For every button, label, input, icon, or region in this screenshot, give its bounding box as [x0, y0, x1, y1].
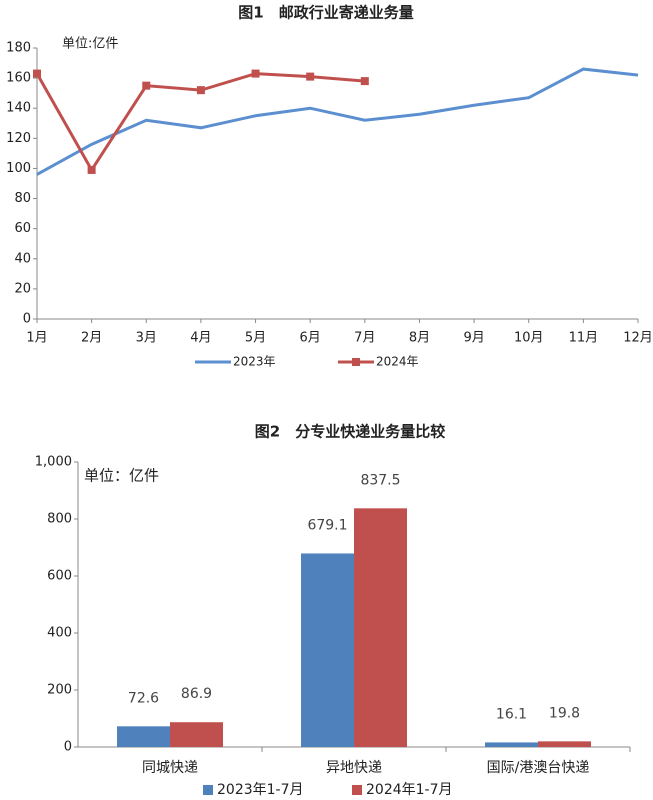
x-tick-label: 10月 [514, 331, 544, 346]
y-tick-label: 20 [14, 281, 31, 296]
value-label: 72.6 [128, 690, 159, 706]
y-tick-label: 100 [6, 161, 31, 176]
legend-label: 2024年 [376, 355, 419, 369]
series-line [36, 67, 639, 176]
point-marker [360, 77, 369, 86]
legend-label: 2023年1-7月 [217, 782, 304, 798]
x-tick-label: 5月 [245, 331, 266, 346]
chart-title: 图2 分专业快递业务量比较 [255, 423, 445, 441]
y-tick-label: 180 [6, 41, 31, 56]
bar [354, 508, 407, 747]
y-tick-label: 160 [6, 71, 31, 86]
bar [117, 726, 170, 747]
bar [170, 722, 223, 747]
point-marker [142, 81, 151, 90]
y-tick-label: 140 [6, 101, 31, 116]
y-tick-label: 200 [47, 683, 72, 698]
x-tick-label: 3月 [136, 331, 157, 346]
point-marker [196, 86, 205, 95]
point-marker [251, 69, 260, 78]
x-tick-label: 4月 [190, 331, 211, 346]
value-label: 16.1 [496, 706, 527, 722]
unit-annotation: 单位:亿件 [62, 37, 118, 52]
bar [538, 741, 591, 747]
x-tick-label: 国际/港澳台快递 [487, 760, 590, 776]
x-tick-label: 9月 [463, 331, 484, 346]
x-tick-label: 1月 [26, 331, 47, 346]
value-label: 19.8 [549, 705, 580, 721]
x-tick-label: 异地快递 [326, 760, 382, 776]
x-tick-label: 11月 [569, 331, 599, 346]
point-marker [306, 72, 315, 81]
value-label: 86.9 [181, 686, 212, 702]
y-tick-label: 800 [47, 512, 72, 527]
y-tick-label: 600 [47, 569, 72, 584]
x-tick-label: 6月 [300, 331, 321, 346]
legend-label: 2023年 [233, 355, 276, 369]
y-tick-label: 80 [14, 191, 31, 206]
legend-swatch [352, 785, 362, 795]
y-tick-label: 1,000 [35, 455, 72, 470]
y-tick-label: 60 [14, 221, 31, 236]
y-tick-label: 120 [6, 131, 31, 146]
x-tick-label: 2月 [81, 331, 102, 346]
legend-marker [352, 358, 360, 366]
chart-title: 图1 邮政行业寄递业务量 [238, 4, 413, 22]
point-marker [33, 69, 41, 78]
legend-label: 2024年1-7月 [366, 782, 453, 798]
bar [485, 742, 538, 747]
x-tick-label: 8月 [409, 331, 430, 346]
y-tick-label: 400 [47, 626, 72, 641]
x-tick-label: 同城快递 [142, 760, 198, 776]
x-tick-label: 7月 [354, 331, 375, 346]
legend-swatch [203, 785, 213, 795]
bar [301, 553, 354, 747]
x-tick-label: 12月 [623, 331, 653, 346]
y-tick-label: 0 [23, 312, 31, 327]
y-tick-label: 40 [14, 251, 31, 266]
y-tick-label: 0 [64, 740, 72, 755]
value-label: 837.5 [360, 472, 400, 488]
value-label: 679.1 [307, 517, 347, 533]
unit-annotation: 单位：亿件 [84, 467, 159, 485]
point-marker [87, 165, 96, 174]
